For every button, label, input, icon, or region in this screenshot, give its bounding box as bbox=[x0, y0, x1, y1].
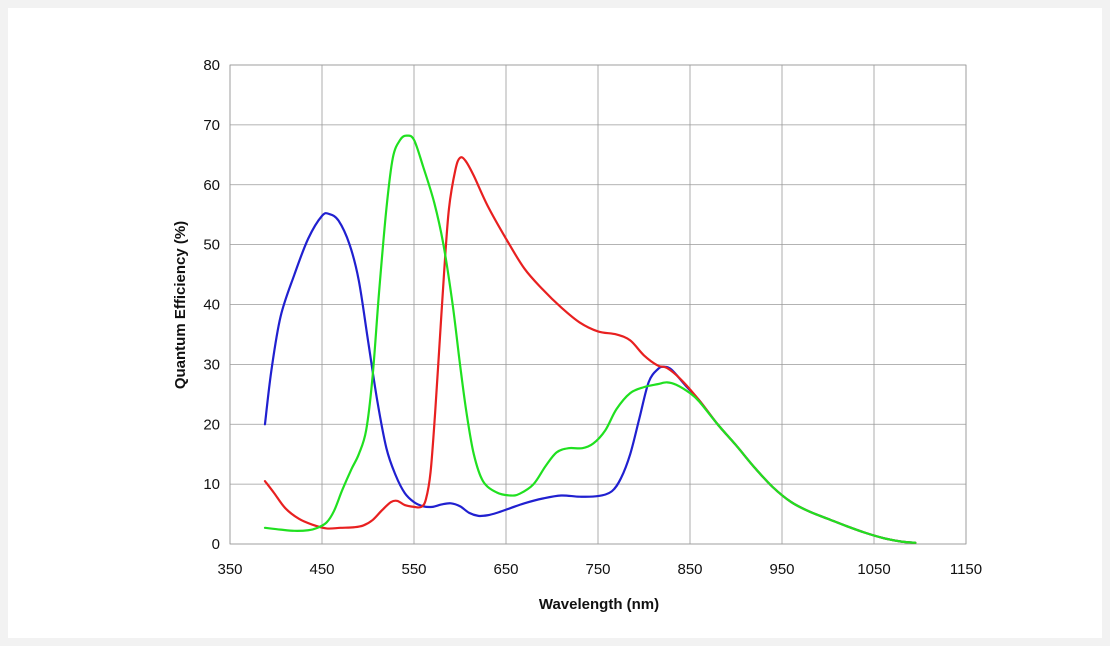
blue-series-line bbox=[263, 212, 917, 544]
plot-frame bbox=[229, 64, 967, 545]
y-tick-label: 80 bbox=[203, 57, 220, 74]
y-tick-label: 70 bbox=[203, 117, 220, 134]
x-tick-label: 1150 bbox=[950, 561, 982, 578]
green-series-line bbox=[263, 134, 917, 544]
y-tick-label: 30 bbox=[203, 356, 220, 373]
y-tick-labels: 0 10 20 30 40 50 60 70 80 bbox=[203, 57, 220, 553]
chart-card bbox=[8, 8, 1102, 638]
x-tick-label: 450 bbox=[309, 561, 334, 578]
red-series-line bbox=[263, 156, 917, 544]
x-tick-labels: 350 450 550 650 750 850 950 1050 1150 bbox=[217, 561, 982, 578]
y-tick-label: 0 bbox=[212, 536, 220, 553]
x-tick-label: 850 bbox=[677, 561, 702, 578]
y-axis-title: Quantum Efficiency (%) bbox=[172, 221, 189, 389]
x-tick-label: 350 bbox=[217, 561, 242, 578]
x-axis-title: Wavelength (nm) bbox=[539, 596, 659, 613]
y-tick-label: 10 bbox=[203, 476, 220, 493]
chart-grid bbox=[229, 64, 967, 545]
y-tick-label: 60 bbox=[203, 177, 220, 194]
x-tick-label: 950 bbox=[769, 561, 794, 578]
y-tick-label: 20 bbox=[203, 416, 220, 433]
x-tick-label: 650 bbox=[493, 561, 518, 578]
x-tick-label: 550 bbox=[401, 561, 426, 578]
y-tick-label: 50 bbox=[203, 237, 220, 254]
x-tick-label: 1050 bbox=[857, 561, 890, 578]
x-tick-label: 750 bbox=[585, 561, 610, 578]
series-lines bbox=[263, 134, 917, 544]
y-tick-label: 40 bbox=[203, 297, 220, 314]
